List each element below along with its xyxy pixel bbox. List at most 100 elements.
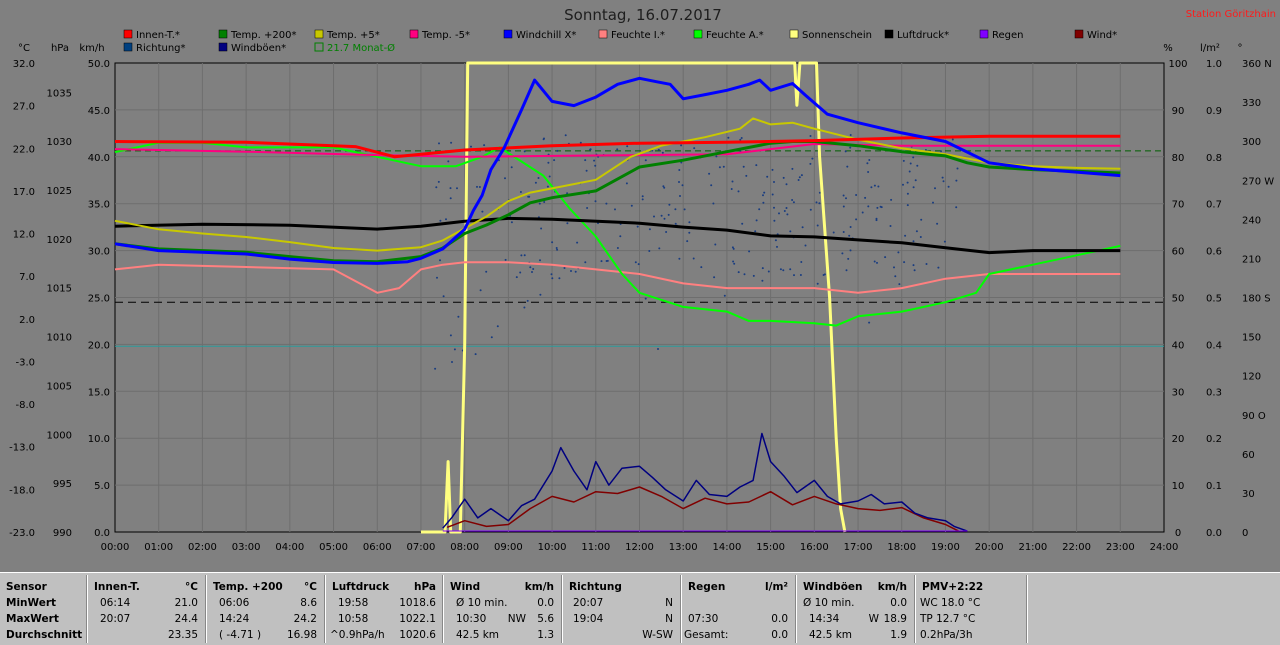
- x-tick-label: 09:00: [494, 542, 523, 553]
- direction-point: [457, 315, 460, 318]
- direction-point: [667, 213, 670, 216]
- direction-point: [816, 224, 819, 227]
- direction-point: [809, 208, 812, 211]
- kmh-tick: 50.0: [88, 59, 110, 70]
- direction-point: [791, 167, 794, 170]
- legend-swatch: [314, 42, 324, 52]
- legend-label: Temp. -5*: [421, 30, 470, 41]
- celsius-tick: 2.0: [19, 315, 35, 326]
- direction-point: [752, 274, 755, 277]
- celsius-tick: 27.0: [13, 102, 35, 113]
- direction-point: [742, 165, 745, 168]
- direction-point: [693, 147, 696, 150]
- legend-item: Luftdruck*: [884, 29, 949, 41]
- x-tick-label: 18:00: [887, 542, 916, 553]
- direction-point: [547, 161, 550, 164]
- direction-point: [566, 192, 569, 195]
- direction-point: [437, 180, 440, 183]
- wind-distance: 42.5 km: [456, 629, 500, 641]
- direction-point: [527, 195, 530, 198]
- direction-point: [678, 257, 681, 260]
- direction-point: [785, 207, 788, 209]
- percent-tick: 50: [1172, 294, 1185, 305]
- direction-point: [897, 251, 900, 254]
- legend-swatch: [598, 29, 608, 39]
- direction-point: [722, 165, 725, 168]
- direction-point: [439, 259, 441, 262]
- wind-min-label: Ø 10 min.: [456, 597, 508, 609]
- direction-point: [556, 149, 559, 152]
- boeen-unit: km/h: [877, 581, 907, 593]
- legend-item: Feuchte A.*: [693, 29, 764, 41]
- direction-point: [789, 268, 792, 271]
- druck-max-value: 1022.1: [399, 613, 436, 625]
- direction-point: [906, 204, 909, 207]
- direction-point: [809, 135, 812, 137]
- direction-point: [762, 201, 765, 204]
- direction-point: [816, 282, 819, 285]
- direction-point: [785, 183, 788, 186]
- direction-point: [579, 141, 582, 144]
- direction-point: [450, 141, 453, 144]
- direction-point: [906, 181, 909, 184]
- direction-point: [893, 266, 895, 269]
- druck-min-time: 19:58: [338, 597, 369, 609]
- direction-point: [648, 250, 651, 252]
- direction-point: [741, 222, 744, 225]
- direction-point: [504, 258, 507, 261]
- regen-unit: l/m²: [765, 581, 788, 593]
- direction-point: [532, 268, 535, 270]
- percent-tick: 60: [1172, 247, 1185, 258]
- direction-point: [798, 176, 801, 179]
- direction-point: [451, 361, 453, 363]
- direction-point: [940, 150, 942, 153]
- direction-point: [904, 234, 907, 237]
- legend-swatch: [409, 29, 419, 39]
- direction-tick: 0: [1242, 528, 1248, 539]
- percent-tick: 100: [1168, 59, 1187, 70]
- pmv-windchill: WC 18.0 °C: [920, 597, 981, 609]
- direction-point: [593, 159, 596, 162]
- direction-point: [445, 218, 447, 221]
- kmh-tick: 20.0: [88, 340, 110, 351]
- boeen-min-label: Ø 10 min.: [803, 597, 855, 609]
- direction-point: [955, 206, 958, 209]
- direction-point: [771, 168, 774, 171]
- stats-col-wind: Wind km/h Ø 10 min. 0.0 10:30 NW 5.6 42.5 km…: [444, 573, 560, 645]
- direction-point: [799, 274, 802, 276]
- direction-point: [668, 203, 671, 206]
- direction-point: [761, 279, 764, 282]
- direction-point: [937, 266, 940, 269]
- direction-point: [801, 226, 804, 229]
- direction-point: [792, 201, 795, 204]
- direction-point: [767, 270, 770, 273]
- direction-point: [723, 294, 726, 297]
- statistics-panel: Sensor MinWert MaxWert Durchschnitt Inne…: [0, 572, 1280, 645]
- hpa-tick: 1015: [47, 284, 72, 295]
- series-windchill-x: [114, 76, 1121, 265]
- direction-point: [679, 195, 681, 197]
- richtung-max-value: N: [665, 613, 673, 625]
- direction-point: [868, 159, 871, 161]
- direction-point: [447, 160, 450, 163]
- direction-point: [474, 353, 477, 356]
- direction-point: [434, 367, 437, 370]
- legend-swatch: [218, 29, 228, 39]
- direction-tick: 120: [1242, 372, 1261, 383]
- unit-hpa: hPa: [51, 43, 69, 54]
- direction-point: [916, 164, 919, 167]
- direction-point: [842, 194, 845, 197]
- innen-avg-value: 23.35: [167, 629, 198, 641]
- direction-point: [845, 197, 847, 200]
- x-tick-label: 05:00: [319, 542, 348, 553]
- x-tick-label: 16:00: [800, 542, 829, 553]
- direction-point: [674, 222, 677, 225]
- direction-point: [847, 257, 850, 260]
- celsius-tick: 12.0: [13, 230, 35, 241]
- direction-point: [663, 217, 666, 220]
- direction-point: [714, 243, 717, 246]
- direction-point: [873, 184, 876, 187]
- regen-total-value: 0.0: [771, 629, 788, 641]
- stats-col-richtung: Richtung 20:07 N 19:04 N W-SW: [563, 573, 679, 645]
- direction-point: [543, 137, 545, 140]
